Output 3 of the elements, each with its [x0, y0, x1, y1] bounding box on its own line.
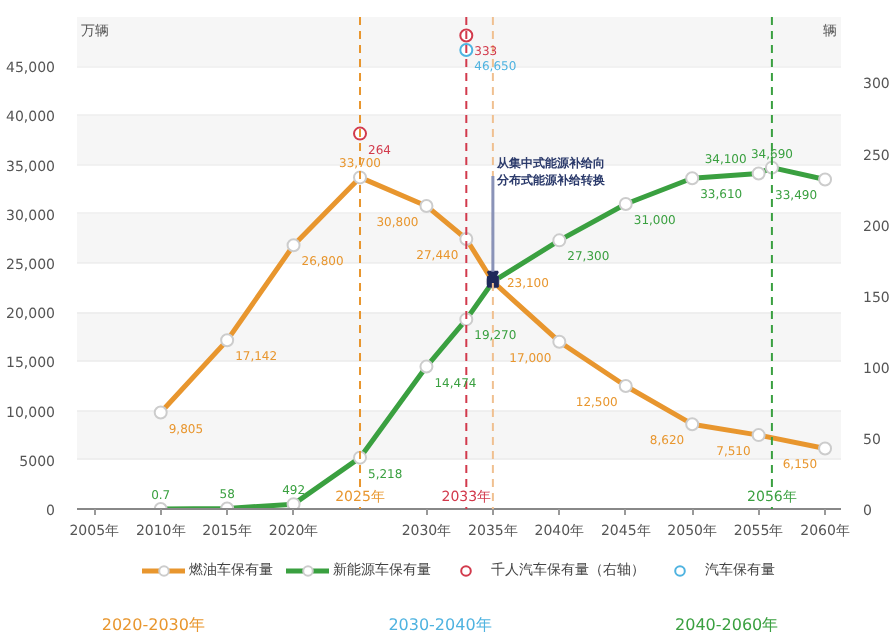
text: 2040-2060年 — [675, 614, 779, 637]
text: 2030-2040年 — [388, 614, 492, 637]
text: 2020-2030年 — [101, 614, 205, 637]
